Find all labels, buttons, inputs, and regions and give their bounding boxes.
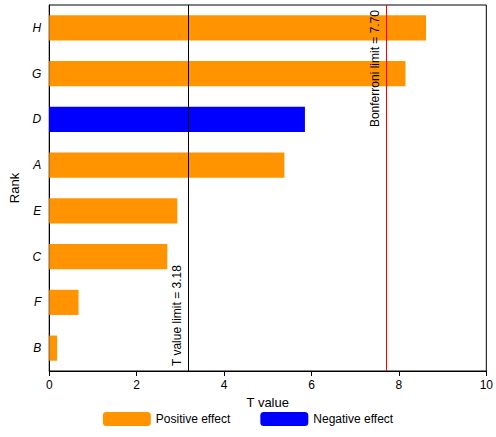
svg-text:Positive effect: Positive effect <box>156 412 231 426</box>
svg-text:H: H <box>33 21 42 35</box>
svg-text:G: G <box>32 67 41 81</box>
svg-text:10: 10 <box>480 378 494 392</box>
svg-text:T value limit = 3.18: T value limit = 3.18 <box>170 265 184 366</box>
svg-text:2: 2 <box>133 378 140 392</box>
svg-text:E: E <box>33 204 42 218</box>
svg-text:T value: T value <box>247 395 289 410</box>
svg-text:Bonferroni limit = 7.70: Bonferroni limit = 7.70 <box>368 10 382 127</box>
svg-text:D: D <box>33 112 42 126</box>
svg-text:0: 0 <box>46 378 53 392</box>
svg-text:Rank: Rank <box>7 172 22 203</box>
svg-text:6: 6 <box>308 378 315 392</box>
svg-text:F: F <box>34 295 42 309</box>
svg-text:Negative effect: Negative effect <box>313 412 393 426</box>
svg-text:8: 8 <box>396 378 403 392</box>
svg-text:A: A <box>32 158 41 172</box>
svg-text:C: C <box>33 250 42 264</box>
svg-text:4: 4 <box>221 378 228 392</box>
svg-text:B: B <box>33 341 41 355</box>
